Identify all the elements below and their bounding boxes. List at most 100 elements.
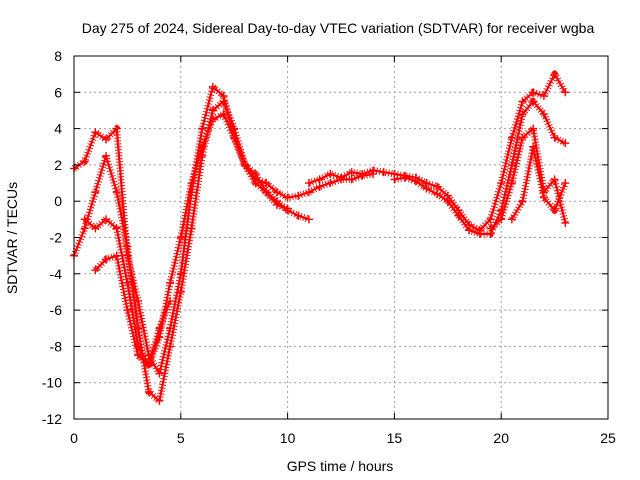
data-point [230,133,239,142]
x-tick-label: 0 [70,430,78,446]
data-point [283,193,292,202]
tick-labels: 0 5 10 15 20 25 -12 -10 -8 -6 -4 -2 0 2 4 6 8 [42,48,616,446]
y-tick-label: -6 [50,302,63,318]
data-point [539,91,548,100]
data-series [70,97,313,405]
data-point [187,224,196,233]
series-line [489,127,567,230]
data-point [315,175,324,184]
data-point [529,142,538,151]
data-point [518,97,527,106]
chart-title: Day 275 of 2024, Sidereal Day-to-day VTE… [82,20,595,36]
data-point [550,70,559,79]
data-point [315,182,324,191]
data-series [304,70,570,235]
data-point [91,224,100,233]
data-point [550,206,559,215]
data-point [112,188,121,197]
data-point [433,182,442,191]
data-point [422,184,431,193]
data-point [326,179,335,188]
data-point [347,168,356,177]
data-point [240,160,249,169]
data-point [144,387,153,396]
data-series [390,97,570,238]
data-point [304,179,313,188]
y-axis-label: SDTVAR / TECUs [4,182,20,294]
data-point [102,135,111,144]
data-point [561,139,570,148]
y-tick-label: -12 [42,411,62,427]
y-tick-label: -10 [42,375,62,391]
x-tick-label: 15 [387,430,403,446]
data-point [358,169,367,178]
data-point [337,173,345,182]
data-point [465,226,474,235]
data-point [561,88,570,97]
data-point [539,110,548,119]
x-tick-label: 25 [600,430,616,446]
data-point [347,175,356,184]
data-series-layer [70,70,570,405]
data-point [134,351,143,360]
data-series [91,251,175,369]
data-series [507,142,570,224]
data-point [80,224,89,233]
data-point [454,211,463,220]
data-point [123,306,132,315]
data-point [518,197,527,206]
data-point [497,179,506,188]
data-point [529,97,538,106]
data-point [166,297,175,306]
data-point [401,173,410,182]
data-point [283,206,292,215]
data-point [550,133,559,142]
data-point [262,179,271,188]
data-point [272,188,281,197]
data-point [507,160,516,169]
y-tick-label: -2 [50,230,63,246]
data-point [272,197,281,206]
data-point [518,110,527,119]
x-tick-label: 10 [280,430,296,446]
y-tick-label: 2 [54,157,62,173]
data-point [507,133,516,142]
data-point [166,278,175,287]
grid-lines [74,56,608,419]
data-point [198,142,207,151]
data-point [102,151,111,160]
x-tick-label: 20 [493,430,509,446]
data-point [561,218,570,227]
axis-ticks [73,55,609,420]
data-point [294,211,303,220]
data-point [443,197,452,206]
data-point [91,266,100,275]
data-point [155,369,164,378]
data-point [208,82,217,91]
y-tick-label: 0 [54,193,62,209]
data-point [475,229,484,238]
series-marker-band [70,97,311,405]
data-point [219,97,228,106]
data-point [251,175,260,184]
data-point [80,157,89,166]
data-point [166,342,175,351]
data-point [411,177,420,186]
data-point [176,287,185,296]
data-point [486,224,495,233]
x-axis-label: GPS time / hours [287,458,394,474]
data-point [507,215,516,224]
data-point [112,224,121,233]
data-point [379,168,388,177]
data-point [102,215,111,224]
y-tick-label: -4 [50,266,63,282]
data-series [80,110,378,369]
data-point [123,242,132,251]
data-point [91,188,100,197]
data-point [294,191,303,200]
y-tick-label: -8 [50,338,63,354]
data-point [112,124,121,133]
data-point [304,188,313,197]
data-point [326,169,335,178]
